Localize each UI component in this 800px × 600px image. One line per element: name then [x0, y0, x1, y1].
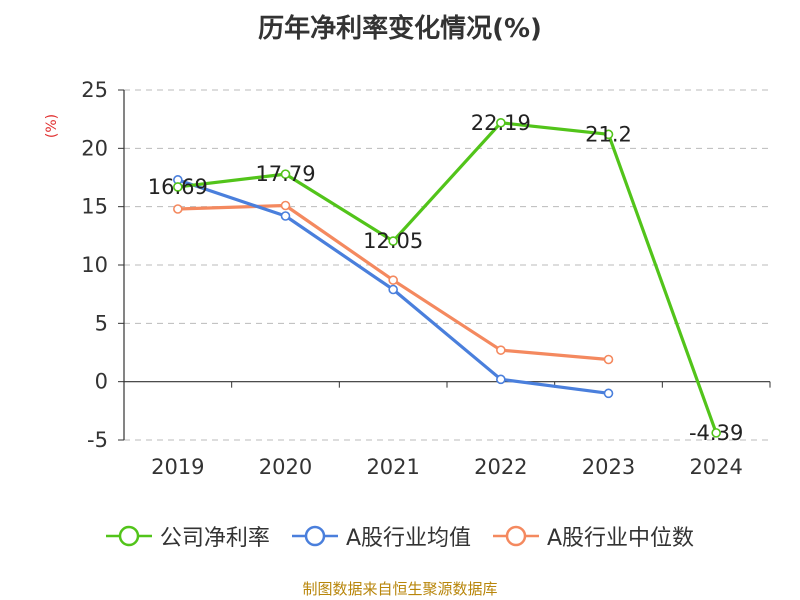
- data-point: [603, 129, 614, 140]
- data-labels: 16.69 17.79 12.05 22.19 21.2 -4.39: [148, 111, 744, 445]
- legend-swatch: [493, 525, 539, 547]
- y-tick-label: 25: [81, 78, 108, 102]
- legend-label: A股行业均值: [345, 526, 471, 551]
- data-point: [173, 182, 183, 192]
- y-tick-label: 0: [95, 370, 108, 394]
- legend-label: A股行业中位数: [547, 526, 695, 551]
- data-point: [388, 275, 398, 285]
- data-point: [388, 236, 398, 246]
- y-tick-label: 5: [95, 311, 108, 335]
- y-tick-label: 15: [81, 195, 108, 219]
- y-tick-label: -5: [87, 428, 108, 452]
- data-point: [496, 345, 506, 355]
- data-point: [496, 374, 506, 385]
- chart-title: 历年净利率变化情况(%): [258, 14, 542, 44]
- legend-swatch: [105, 525, 152, 547]
- legend-swatch: [291, 525, 338, 547]
- legend-item[interactable]: A股行业中位数: [493, 520, 694, 552]
- legend-item[interactable]: 公司净利率: [105, 520, 270, 552]
- data-point: [173, 204, 183, 214]
- data-label: 12.05: [363, 229, 423, 253]
- data-point: [280, 200, 291, 211]
- gridlines: [124, 89, 770, 441]
- x-tick-label: 2023: [582, 455, 635, 479]
- source-note: 制图数据来自恒生聚源数据库: [302, 580, 498, 598]
- data-point: [280, 169, 291, 179]
- x-tick-label: 2019: [151, 455, 204, 479]
- data-point: [280, 211, 291, 221]
- series-1: [173, 175, 614, 399]
- data-point: [603, 354, 614, 365]
- axes: -5 0 5 10 15 20 25 2019 2020 2021 2022 2023 2024: [81, 78, 771, 479]
- x-tick-label: 2020: [259, 455, 312, 479]
- y-tick-label: 20: [81, 136, 108, 160]
- data-label: 21.2: [585, 122, 632, 146]
- series-0: [173, 117, 721, 438]
- data-label: 16.69: [148, 175, 208, 199]
- series-2: [173, 200, 614, 365]
- data-label: -4.39: [689, 421, 743, 445]
- data-label: 22.19: [471, 111, 531, 135]
- data-point: [496, 117, 506, 128]
- y-tick-label: 10: [81, 253, 108, 277]
- series-line: [177, 121, 718, 434]
- data-point: [388, 284, 398, 295]
- legend: 公司净利率 A股行业均值 A股行业中位数: [0, 520, 800, 552]
- series-lines: [173, 117, 721, 438]
- data-point: [711, 428, 721, 438]
- legend-item[interactable]: A股行业均值: [291, 520, 471, 552]
- x-tick-label: 2021: [366, 455, 419, 479]
- x-tick-label: 2024: [689, 455, 742, 479]
- x-tick-label: 2022: [474, 455, 527, 479]
- data-label: 17.79: [255, 162, 315, 186]
- data-point: [603, 388, 614, 399]
- legend-label: 公司净利率: [159, 526, 270, 551]
